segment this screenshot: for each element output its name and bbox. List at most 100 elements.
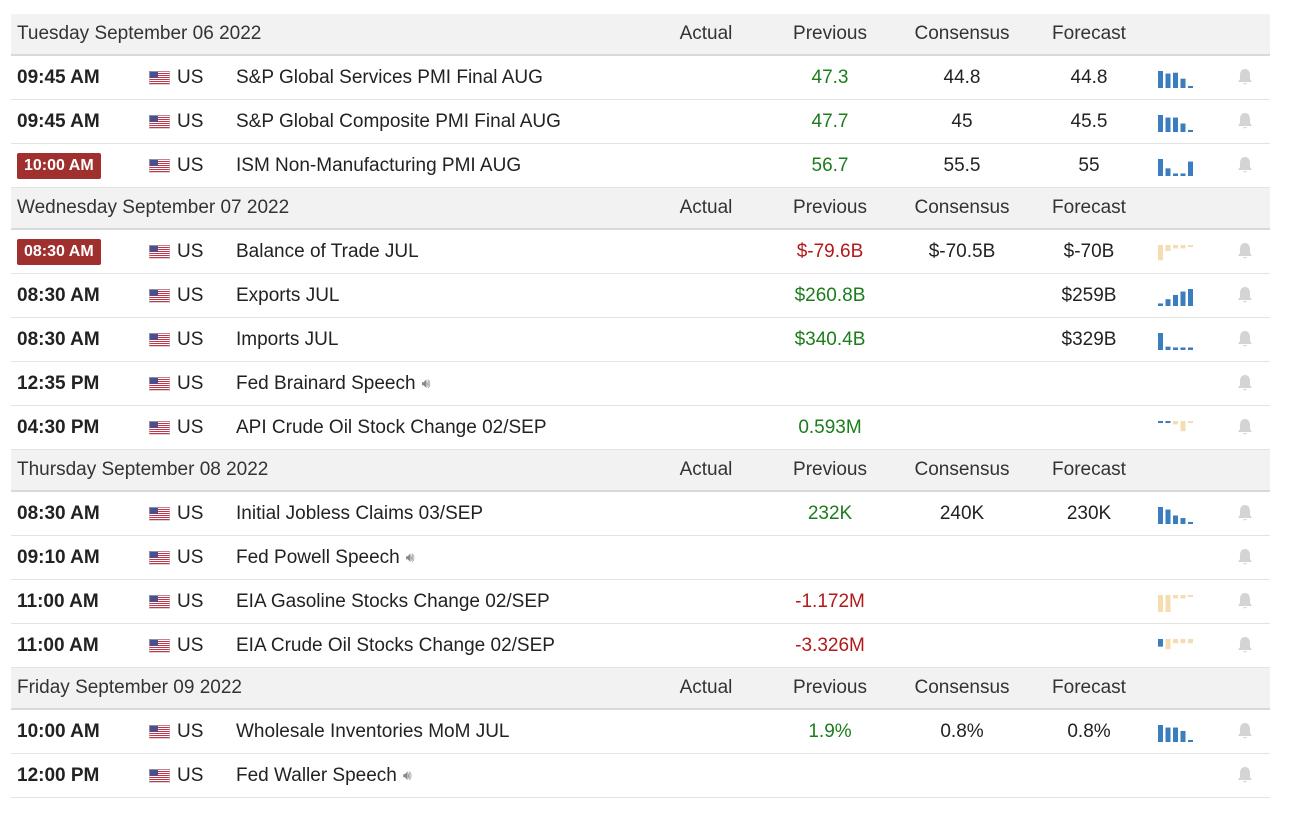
- actual-value: [631, 318, 781, 361]
- alert-bell-icon[interactable]: [1235, 765, 1255, 785]
- chart-bar: [1165, 639, 1171, 650]
- event-time: 08:30 AM: [17, 230, 101, 273]
- previous-value: $340.4B: [794, 328, 866, 350]
- history-chart-icon[interactable]: [1158, 591, 1198, 613]
- event-name[interactable]: Fed Powell Speech 🔊︎: [236, 536, 415, 579]
- history-chart-icon[interactable]: [1158, 285, 1198, 307]
- alert-bell-icon[interactable]: [1235, 503, 1255, 523]
- event-name[interactable]: Balance of Trade JUL: [236, 230, 419, 273]
- country-code: US: [177, 328, 204, 350]
- event-text[interactable]: EIA Crude Oil Stocks Change 02/SEP: [236, 634, 555, 656]
- event-text[interactable]: Fed Powell Speech: [236, 546, 400, 568]
- forecast-value: [1031, 754, 1147, 797]
- event-name[interactable]: Initial Jobless Claims 03/SEP: [236, 492, 483, 535]
- history-chart-icon[interactable]: [1158, 329, 1198, 351]
- event-name[interactable]: Exports JUL: [236, 274, 339, 317]
- alert-bell-icon[interactable]: [1235, 547, 1255, 567]
- time-text: 08:30 AM: [17, 284, 100, 306]
- event-name[interactable]: Imports JUL: [236, 318, 338, 361]
- column-consensus: Consensus: [914, 197, 1010, 218]
- column-actual: Actual: [679, 677, 733, 698]
- event-row[interactable]: 10:00 AM US ISM Non-Manufacturing PMI AUG 5…: [11, 144, 1270, 188]
- consensus-value: [901, 754, 1023, 797]
- alert-bell-icon[interactable]: [1235, 285, 1255, 305]
- previous-value: [771, 536, 889, 579]
- previous-value: $260.8B: [794, 284, 866, 306]
- event-row[interactable]: 08:30 AM US Exports JUL $260.8B $259B: [11, 274, 1270, 318]
- us-flag-icon: [149, 115, 170, 129]
- history-chart-icon[interactable]: [1158, 111, 1198, 133]
- event-name[interactable]: Fed Brainard Speech 🔊︎: [236, 362, 430, 405]
- event-row[interactable]: 09:45 AM US S&P Global Services PMI Final …: [11, 56, 1270, 100]
- chart-bar: [1188, 739, 1193, 742]
- time-text: 10:00 AM: [17, 152, 101, 179]
- event-text[interactable]: Balance of Trade JUL: [236, 240, 419, 262]
- chart-bar: [1158, 115, 1163, 132]
- us-flag-icon: [149, 333, 170, 347]
- event-name[interactable]: EIA Gasoline Stocks Change 02/SEP: [236, 580, 550, 623]
- event-row[interactable]: 11:00 AM US EIA Crude Oil Stocks Change 02…: [11, 624, 1270, 668]
- chart-bar: [1173, 595, 1178, 599]
- alert-bell-icon[interactable]: [1235, 155, 1255, 175]
- forecast-value: 230K: [1066, 502, 1112, 524]
- alert-bell-icon[interactable]: [1235, 111, 1255, 131]
- event-text[interactable]: S&P Global Services PMI Final AUG: [236, 66, 543, 88]
- alert-bell-icon[interactable]: [1235, 373, 1255, 393]
- day-label: Thursday September 08 2022: [17, 459, 269, 480]
- forecast-value: $329B: [1061, 328, 1117, 350]
- event-name[interactable]: S&P Global Composite PMI Final AUG: [236, 100, 561, 143]
- event-text[interactable]: ISM Non-Manufacturing PMI AUG: [236, 154, 522, 176]
- alert-bell-icon[interactable]: [1235, 721, 1255, 741]
- event-row[interactable]: 08:30 AM US Balance of Trade JUL $-79.6B $-7…: [11, 230, 1270, 274]
- history-chart-icon[interactable]: [1158, 155, 1198, 177]
- history-chart-icon[interactable]: [1158, 721, 1198, 743]
- alert-bell-icon[interactable]: [1235, 417, 1255, 437]
- event-time: 12:00 PM: [17, 754, 99, 797]
- event-name[interactable]: S&P Global Services PMI Final AUG: [236, 56, 543, 99]
- alert-bell-icon[interactable]: [1235, 591, 1255, 611]
- event-text[interactable]: Fed Brainard Speech: [236, 372, 416, 394]
- history-chart-icon[interactable]: [1158, 241, 1198, 263]
- event-name[interactable]: Wholesale Inventories MoM JUL: [236, 710, 510, 753]
- event-row[interactable]: 12:00 PM US Fed Waller Speech 🔊︎: [11, 754, 1270, 798]
- event-time: 04:30 PM: [17, 406, 99, 449]
- event-row[interactable]: 11:00 AM US EIA Gasoline Stocks Change 02/…: [11, 580, 1270, 624]
- event-text[interactable]: Fed Waller Speech: [236, 764, 397, 786]
- us-flag-icon: [149, 507, 170, 521]
- time-text: 09:45 AM: [17, 110, 100, 132]
- column-forecast: Forecast: [1052, 197, 1126, 218]
- event-row[interactable]: 09:10 AM US Fed Powell Speech 🔊︎: [11, 536, 1270, 580]
- event-text[interactable]: API Crude Oil Stock Change 02/SEP: [236, 416, 547, 438]
- history-chart-icon[interactable]: [1158, 67, 1198, 89]
- country-code: US: [177, 240, 204, 262]
- event-text[interactable]: S&P Global Composite PMI Final AUG: [236, 110, 561, 132]
- chart-bar: [1180, 291, 1186, 306]
- chart-bar: [1173, 421, 1178, 425]
- event-row[interactable]: 10:00 AM US Wholesale Inventories MoM JUL 1…: [11, 710, 1270, 754]
- alert-bell-icon[interactable]: [1235, 329, 1255, 349]
- event-name[interactable]: Fed Waller Speech 🔊︎: [236, 754, 412, 797]
- event-text[interactable]: Wholesale Inventories MoM JUL: [236, 720, 510, 742]
- event-text[interactable]: Exports JUL: [236, 284, 340, 306]
- chart-bar: [1158, 595, 1163, 612]
- alert-bell-icon[interactable]: [1235, 241, 1255, 261]
- event-row[interactable]: 08:30 AM US Imports JUL $340.4B $329B: [11, 318, 1270, 362]
- event-row[interactable]: 08:30 AM US Initial Jobless Claims 03/SEP 2…: [11, 492, 1270, 536]
- event-row[interactable]: 09:45 AM US S&P Global Composite PMI Final…: [11, 100, 1270, 144]
- time-text: 08:30 AM: [17, 328, 100, 350]
- event-time: 10:00 AM: [17, 144, 101, 187]
- event-name[interactable]: API Crude Oil Stock Change 02/SEP: [236, 406, 547, 449]
- event-row[interactable]: 04:30 PM US API Crude Oil Stock Change 02/…: [11, 406, 1270, 450]
- event-text[interactable]: Imports JUL: [236, 328, 339, 350]
- alert-bell-icon[interactable]: [1235, 67, 1255, 87]
- history-chart-icon[interactable]: [1158, 503, 1198, 525]
- event-name[interactable]: ISM Non-Manufacturing PMI AUG: [236, 144, 521, 187]
- event-text[interactable]: Initial Jobless Claims 03/SEP: [236, 502, 484, 524]
- event-text[interactable]: EIA Gasoline Stocks Change 02/SEP: [236, 590, 550, 612]
- history-chart-icon[interactable]: [1158, 635, 1198, 657]
- alert-bell-icon[interactable]: [1235, 635, 1255, 655]
- day-header: Friday September 09 2022 Actual Previous Co…: [11, 668, 1270, 710]
- event-name[interactable]: EIA Crude Oil Stocks Change 02/SEP: [236, 624, 555, 667]
- history-chart-icon[interactable]: [1158, 417, 1198, 439]
- event-row[interactable]: 12:35 PM US Fed Brainard Speech 🔊︎: [11, 362, 1270, 406]
